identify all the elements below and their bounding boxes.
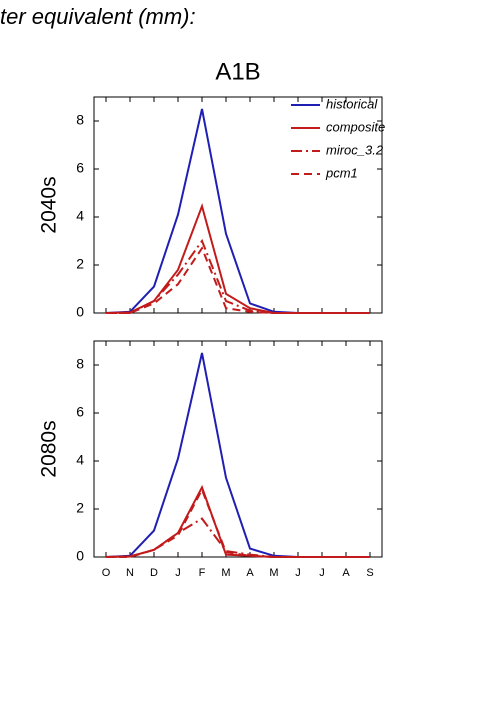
- legend-label: miroc_3.2: [326, 142, 384, 157]
- series-line: [105, 108, 370, 314]
- column-title: A1B: [215, 58, 260, 85]
- y-tick-label: 2: [76, 256, 84, 272]
- y-tick-label: 4: [76, 452, 84, 468]
- x-tick-label: J: [295, 567, 301, 579]
- x-tick-label: N: [126, 567, 134, 579]
- plot-frame: [93, 340, 383, 558]
- y-tick-label: 8: [76, 356, 84, 372]
- y-tick-label: 6: [76, 404, 84, 420]
- x-tick-label: A: [342, 567, 350, 579]
- plot-frame: [93, 96, 383, 314]
- y-axis-label: 2080s: [38, 420, 61, 477]
- y-tick-label: 0: [76, 548, 84, 564]
- y-tick-label: 0: [76, 304, 84, 320]
- legend-label: historical: [326, 96, 378, 111]
- x-tick-label: F: [199, 567, 206, 579]
- series-line: [106, 246, 370, 314]
- x-tick-label: J: [175, 567, 181, 579]
- series-line: [105, 352, 370, 558]
- legend-label: composite: [326, 119, 385, 134]
- x-tick-label: M: [221, 567, 230, 579]
- x-tick-label: A: [246, 567, 254, 579]
- y-tick-label: 4: [76, 208, 84, 224]
- x-tick-label: O: [102, 567, 111, 579]
- series-line: [106, 238, 370, 314]
- series-line: [106, 487, 370, 558]
- series-line: [105, 202, 370, 314]
- y-tick-label: 8: [76, 112, 84, 128]
- y-tick-label: 2: [76, 500, 84, 516]
- x-tick-label: J: [319, 567, 325, 579]
- header-text: ter equivalent (mm):: [0, 4, 196, 29]
- x-tick-label: D: [150, 567, 158, 579]
- x-tick-label: S: [366, 567, 373, 579]
- y-axis-label: 2040s: [38, 176, 61, 233]
- y-tick-label: 6: [76, 160, 84, 176]
- series-line: [105, 484, 370, 558]
- legend-label: pcm1: [325, 165, 358, 180]
- x-tick-label: M: [269, 567, 278, 579]
